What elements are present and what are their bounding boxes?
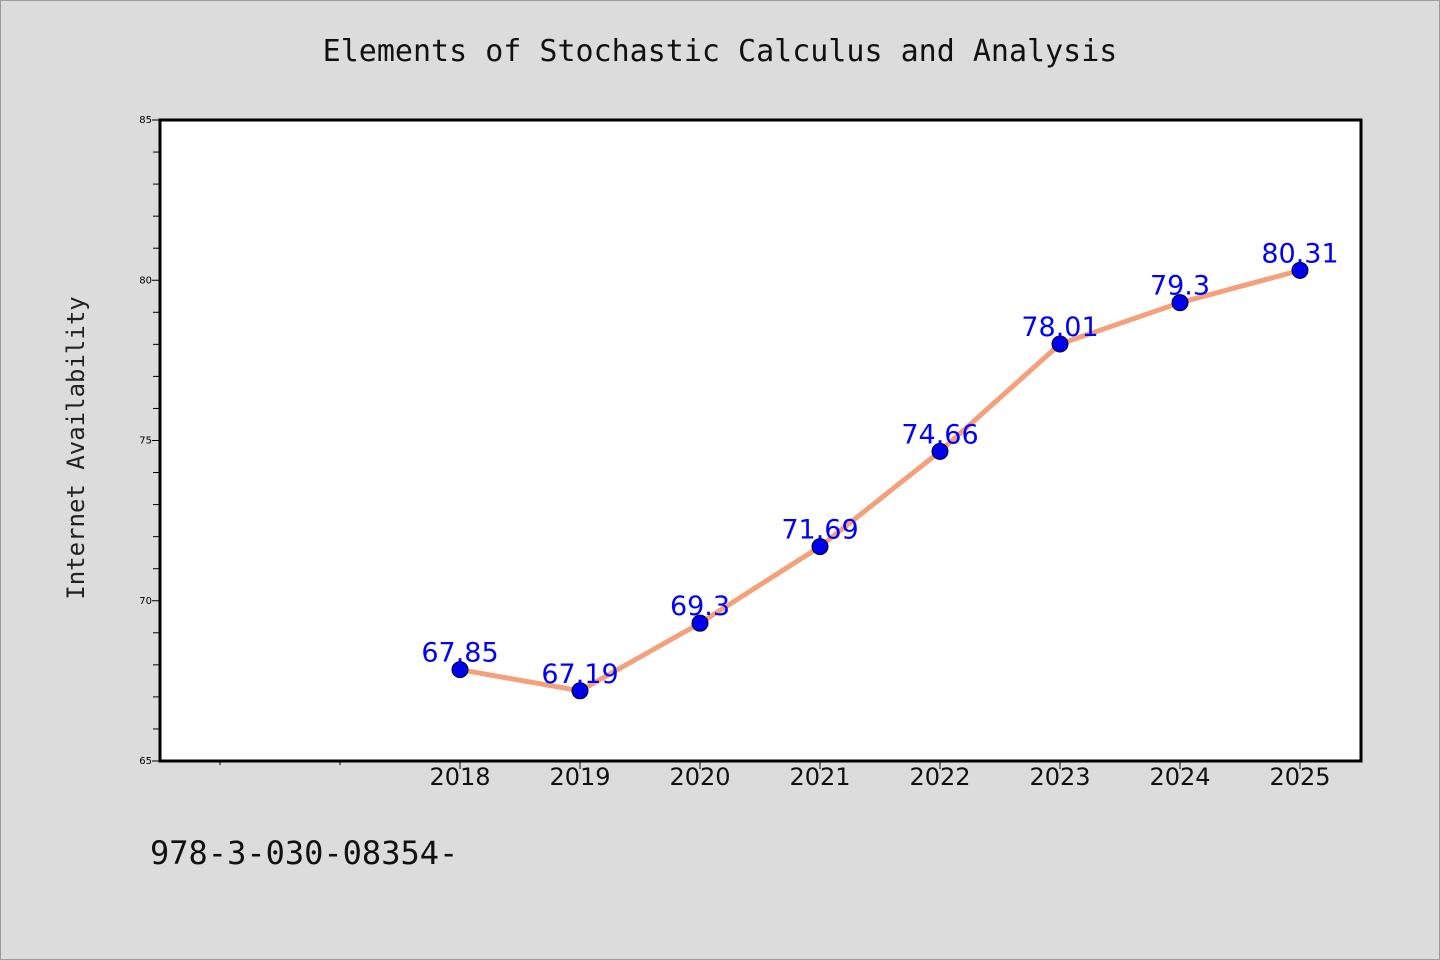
data-label: 74.66 [901,419,978,450]
y-axis-ticks: 65 70 75 80 85 [139,115,160,767]
y-tick-label: 65 [139,756,152,767]
x-tick-label: 2024 [1149,763,1210,791]
data-label: 67.19 [541,659,618,690]
data-label: 69.3 [670,591,730,622]
data-label: 67.85 [421,638,498,669]
x-tick-label: 2018 [429,763,490,791]
data-point [1291,261,1309,279]
x-tick-label: 2019 [549,763,610,791]
y-tick-label: 80 [139,275,152,286]
y-tick-label: 75 [139,436,152,447]
plot-border [158,118,1363,763]
data-label: 79.3 [1150,271,1210,302]
x-tick-label: 2022 [909,763,970,791]
data-labels: 67.85 67.19 69.3 71.69 74.66 78.01 79.3 80.31 [421,238,1338,689]
data-point [1051,335,1069,353]
data-label: 78.01 [1021,312,1098,343]
x-tick-label: 2020 [669,763,730,791]
data-label: 71.69 [781,515,858,546]
data-point [691,614,709,632]
data-point [451,661,469,679]
plot-area [160,120,1361,761]
isbn-text: 978-3-030-08354- [150,834,459,872]
data-points [451,261,1309,700]
chart-title: Elements of Stochastic Calculus and Anal… [322,34,1118,69]
y-tick-label: 85 [139,115,152,126]
series-line-group [457,267,1303,694]
series-line [457,267,1303,694]
data-point [931,442,949,460]
data-point [1171,294,1189,312]
data-label: 80.31 [1261,238,1338,269]
x-tick-label: 2025 [1269,763,1330,791]
x-axis-ticks: 2018 2019 2020 2021 2022 2023 2024 2025 [219,761,1331,791]
data-point [571,682,589,700]
x-tick-label: 2023 [1029,763,1090,791]
x-tick-label: 2021 [789,763,850,791]
y-tick-label: 70 [139,596,152,607]
data-point [811,538,829,556]
